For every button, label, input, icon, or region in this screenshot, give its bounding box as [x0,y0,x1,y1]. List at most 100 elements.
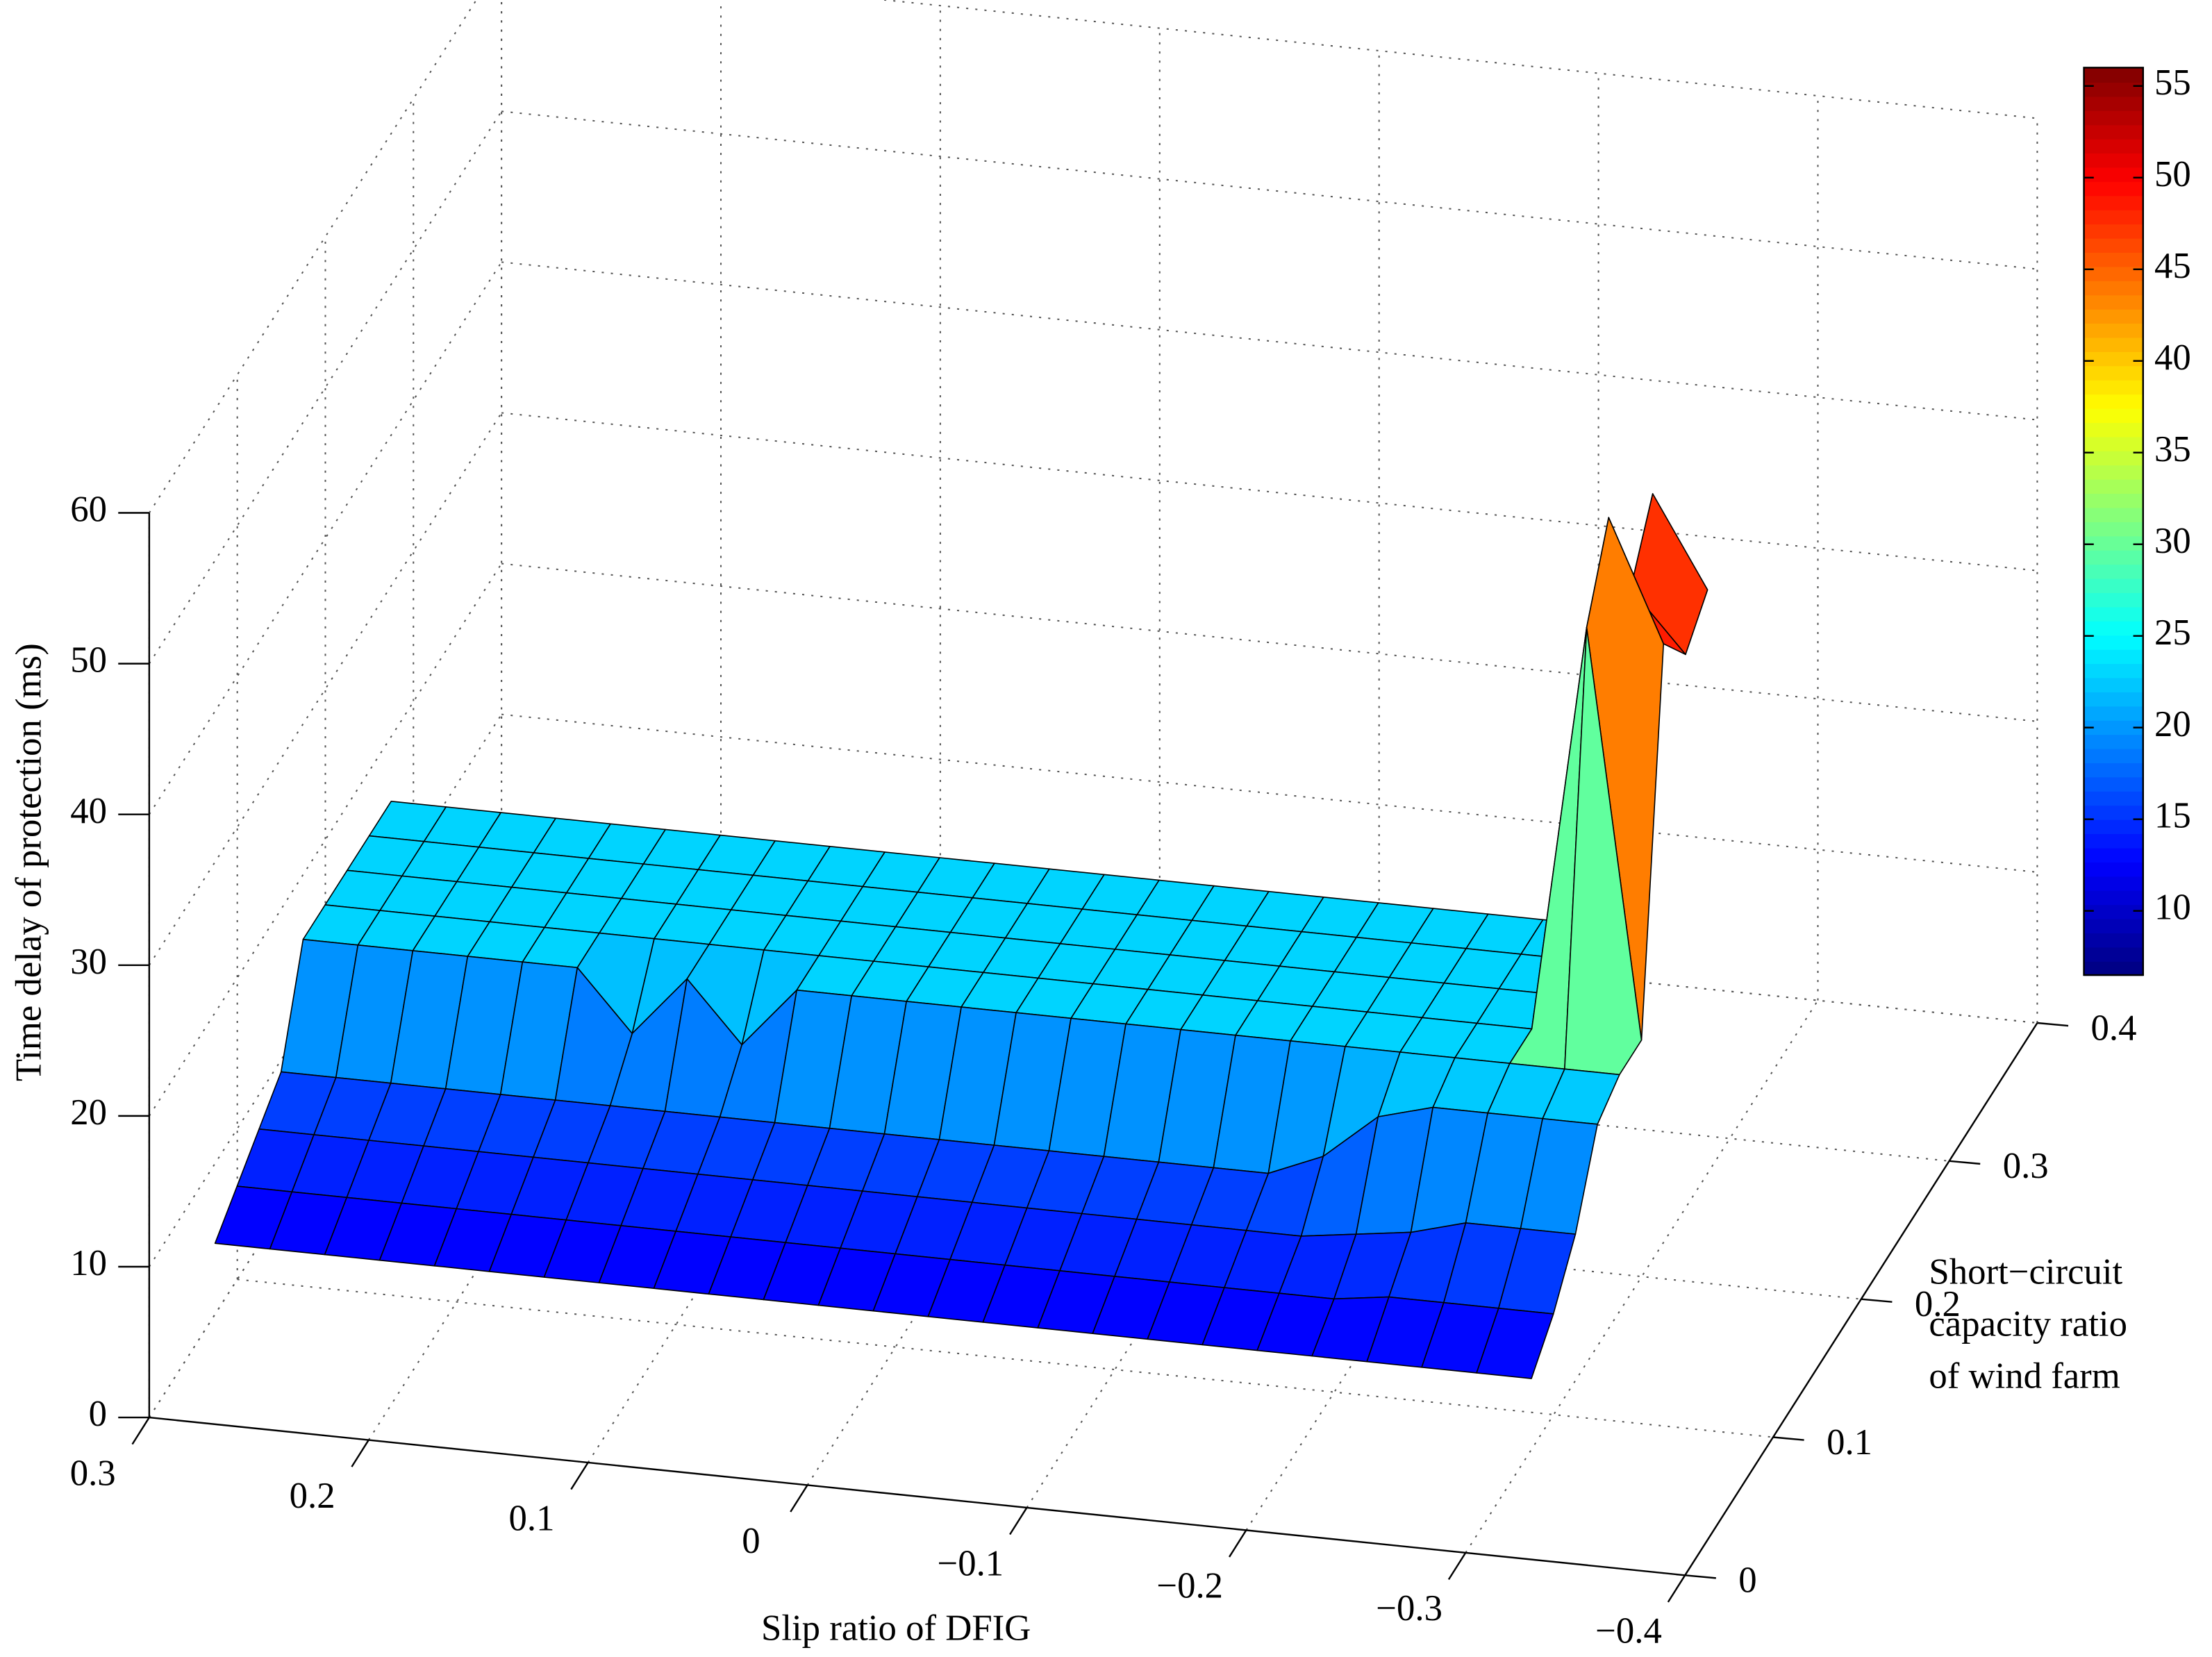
y-tick-label: 0.3 [2003,1146,2049,1186]
colorbar-cell [2084,904,2143,919]
colorbar-cell [2084,181,2143,197]
colorbar-cell [2084,790,2143,806]
colorbar-cell [2084,67,2143,83]
colorbar-cell [2084,507,2143,522]
colorbar-cell [2084,266,2143,281]
colorbar-cell [2084,762,2143,778]
colorbar-cell [2084,351,2143,367]
z-tick-label: 0 [89,1394,107,1434]
colorbar-cell [2084,492,2143,508]
z-tick-label: 20 [70,1092,107,1133]
x-tick-label: 0.2 [290,1476,335,1516]
y-tick-label: 0 [1738,1560,1756,1601]
colorbar-cell [2084,379,2143,395]
z-axis-label: Time delay of protection (ms) [9,643,49,1081]
colorbar-cell [2084,663,2143,678]
colorbar-tick-label: 10 [2154,888,2191,928]
grid-line [501,563,2038,722]
colorbar-cell [2084,478,2143,494]
y-tick [1949,1160,1981,1165]
colorbar-cell [2084,620,2143,636]
colorbar-cell [2084,719,2143,735]
y-tick-label: 0.2 [1915,1284,1961,1324]
z-tick-label: 10 [70,1243,107,1283]
colorbar-cell [2084,223,2143,239]
colorbar-cell [2084,819,2143,835]
surface-face [1476,1308,1554,1379]
y-tick [2037,1022,2069,1027]
grid-line [501,713,2038,873]
y-tick-label: 0.4 [2091,1008,2137,1048]
colorbar-cell [2084,521,2143,537]
grid-line [501,110,2038,270]
y-axis-label: Short−circuit [1929,1251,2122,1292]
colorbar-cell [2084,861,2143,877]
colorbar-cell [2084,776,2143,792]
colorbar-cell [2084,918,2143,933]
colorbar-cell [2084,195,2143,210]
colorbar-cell [2084,733,2143,749]
colorbar-cell [2084,649,2143,665]
colorbar-cell [2084,932,2143,948]
colorbar-cell [2084,535,2143,551]
colorbar-cell [2084,436,2143,451]
colorbar-cell [2084,152,2143,168]
colorbar-cell [2084,465,2143,480]
x-tick-label: 0 [742,1521,760,1561]
x-tick-label: −0.3 [1376,1588,1442,1629]
colorbar-cell [2084,81,2143,97]
colorbar-cell [2084,209,2143,225]
colorbar-cell [2084,847,2143,863]
colorbar-cell [2084,337,2143,352]
x-tick [131,1417,150,1445]
colorbar-tick-label: 25 [2154,613,2191,653]
x-tick-label: −0.4 [1595,1611,1662,1651]
z-tick-label: 60 [70,490,107,530]
colorbar-cell [2084,238,2143,253]
y-tick-label: 0.1 [1827,1422,1872,1463]
colorbar-cell [2084,124,2143,140]
x-tick-label: −0.2 [1156,1566,1223,1606]
colorbar-tick-label: 45 [2154,246,2191,286]
grid-line [501,412,2038,572]
x-tick [1667,1574,1686,1603]
x-tick [570,1462,589,1490]
z-tick-label: 50 [70,640,107,681]
colorbar-cell [2084,876,2143,891]
colorbar-cell [2084,960,2143,976]
colorbar-tick-label: 30 [2154,521,2191,561]
x-axis-label: Slip ratio of DFIG [761,1608,1031,1649]
x-tick-label: 0.1 [509,1498,555,1538]
z-tick-label: 40 [70,791,107,831]
x-tick [1009,1507,1028,1535]
colorbar-cell [2084,167,2143,182]
y-tick [1861,1298,1893,1303]
colorbar-cell [2084,138,2143,154]
colorbar-tick-label: 15 [2154,796,2191,836]
x-axis [149,1416,1686,1576]
colorbar-cell [2084,251,2143,267]
colorbar-cell [2084,322,2143,338]
colorbar-cell [2084,606,2143,622]
colorbar-cell [2084,393,2143,409]
grid-line [149,261,502,815]
colorbar-cell [2084,890,2143,906]
colorbar-tick-label: 50 [2154,154,2191,194]
colorbar-cell [2084,549,2143,565]
colorbar-cell [2084,691,2143,707]
colorbar-cell [2084,408,2143,424]
colorbar-cell [2084,578,2143,593]
x-tick-label: 0.3 [70,1453,116,1493]
x-tick-label: −0.1 [937,1543,1004,1583]
colorbar-cell [2084,947,2143,962]
colorbar-cell [2084,563,2143,579]
colorbar-cell [2084,450,2143,466]
y-axis-label: capacity ratio [1929,1304,2127,1344]
colorbar-cell [2084,805,2143,820]
colorbar-tick-label: 20 [2154,704,2191,744]
colorbar-cell [2084,677,2143,692]
colorbar-cell [2084,96,2143,111]
colorbar-cell [2084,365,2143,381]
x-tick [1447,1552,1467,1581]
